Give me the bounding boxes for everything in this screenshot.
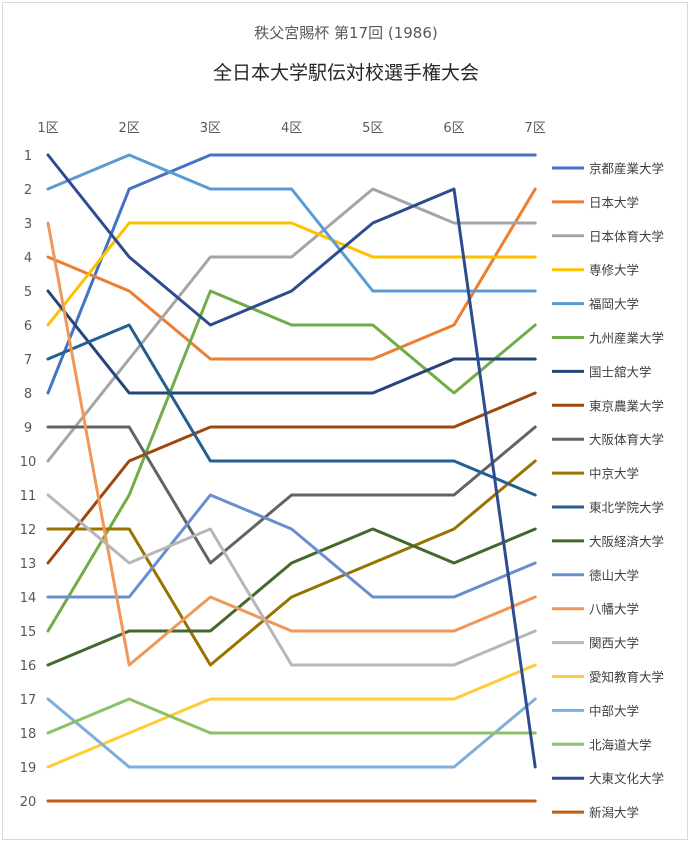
y-tick-label: 4 — [24, 251, 32, 266]
y-tick-label: 1 — [24, 149, 32, 164]
y-tick-label: 8 — [24, 387, 32, 402]
series-line-5 — [46, 153, 537, 293]
y-tick-label: 20 — [20, 795, 37, 810]
series-line-2 — [46, 187, 537, 361]
y-tick-label: 5 — [24, 285, 32, 300]
x-tick-label: 5区 — [362, 121, 383, 136]
legend-label: 八幡大学 — [589, 602, 639, 617]
series-line-10 — [46, 459, 537, 667]
legend-label: 愛知教育大学 — [589, 670, 664, 685]
y-tick-label: 12 — [20, 523, 37, 538]
legend-label: 大阪体育大学 — [589, 432, 664, 447]
legend-label: 中京大学 — [589, 466, 639, 481]
y-tick-label: 19 — [20, 761, 37, 776]
series-line-16 — [46, 663, 537, 769]
y-tick-label: 18 — [20, 727, 37, 742]
legend-label: 日本大学 — [589, 195, 639, 210]
y-tick-label: 15 — [20, 625, 37, 640]
y-tick-label: 11 — [20, 489, 37, 504]
x-tick-label: 4区 — [281, 121, 302, 136]
series-line-13 — [46, 493, 537, 599]
legend-label: 専修大学 — [589, 263, 639, 278]
series-line-11 — [46, 323, 537, 497]
y-tick-label: 2 — [24, 183, 32, 198]
series-line-17 — [46, 697, 537, 769]
y-tick-label: 9 — [24, 421, 32, 436]
legend-label: 福岡大学 — [589, 297, 639, 312]
y-tick-label: 6 — [24, 319, 32, 334]
series-line-9 — [46, 425, 537, 565]
series-line-7 — [46, 289, 537, 395]
series-line-12 — [46, 527, 537, 667]
y-tick-label: 3 — [24, 217, 32, 232]
legend-label: 京都産業大学 — [589, 161, 664, 176]
chart-title: 秩父宮賜杯 第17回 (1986) — [254, 24, 438, 42]
y-tick-label: 14 — [20, 591, 37, 606]
series-line-1 — [46, 153, 537, 395]
x-tick-label: 2区 — [119, 121, 140, 136]
legend-label: 九州産業大学 — [589, 331, 664, 346]
x-tick-label: 3区 — [200, 121, 221, 136]
legend-label: 日本体育大学 — [589, 229, 664, 244]
y-tick-label: 7 — [24, 353, 32, 368]
legend-label: 北海道大学 — [589, 737, 652, 752]
legend-label: 新潟大学 — [589, 805, 639, 820]
legend-label: 関西大学 — [589, 636, 639, 651]
x-tick-label: 1区 — [37, 121, 58, 136]
legend-label: 徳山大学 — [589, 568, 639, 583]
x-tick-label: 6区 — [443, 121, 464, 136]
series-line-3 — [46, 187, 537, 463]
y-tick-label: 17 — [20, 693, 37, 708]
series-line-19 — [46, 153, 537, 769]
y-tick-label: 10 — [20, 455, 37, 470]
legend: 京都産業大学日本大学日本体育大学専修大学福岡大学九州産業大学国士舘大学東京農業大… — [552, 161, 664, 820]
series-line-6 — [46, 289, 537, 633]
legend-label: 東京農業大学 — [589, 398, 664, 413]
chart-subtitle: 全日本大学駅伝対校選手権大会 — [212, 62, 479, 84]
series-line-15 — [46, 493, 537, 667]
series-line-14 — [46, 221, 537, 667]
x-tick-label: 7区 — [525, 121, 546, 136]
series-line-8 — [46, 391, 537, 565]
series-line-18 — [46, 697, 537, 735]
legend-label: 国士舘大学 — [589, 364, 652, 379]
y-tick-label: 13 — [20, 557, 37, 572]
y-tick-label: 16 — [20, 659, 37, 674]
x-axis-ticks: 1区 2区 3区 4区 5区 6区 7区 — [37, 121, 545, 136]
legend-label: 大東文化大学 — [589, 771, 664, 786]
legend-label: 大阪経済大学 — [589, 534, 664, 549]
legend-label: 中部大学 — [589, 703, 639, 718]
legend-label: 東北学院大学 — [589, 500, 664, 515]
series-line-4 — [46, 221, 537, 327]
series-lines — [46, 153, 537, 803]
